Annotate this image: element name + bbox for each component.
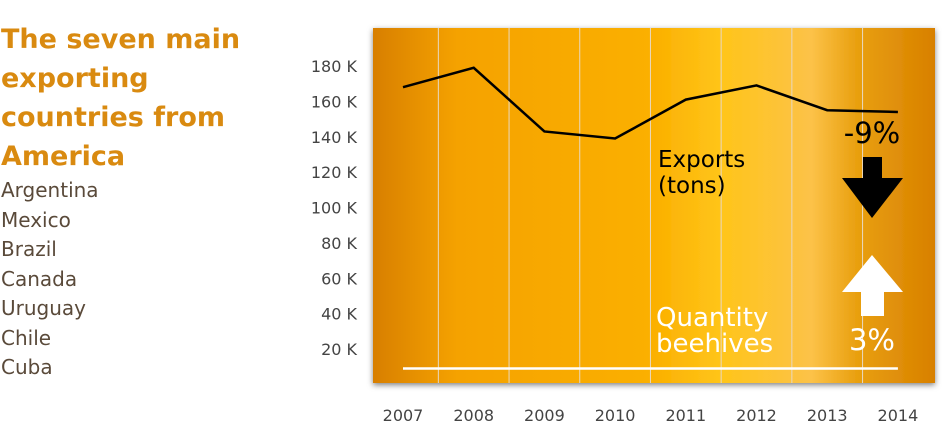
y-tick-label: 140 K	[311, 128, 358, 147]
exports-label: Exports	[658, 147, 745, 173]
exports-label: (tons)	[658, 173, 726, 199]
country-list: Argentina Mexico Brazil Canada Uruguay Chile C…	[1, 176, 99, 383]
x-tick-label: 2014	[878, 406, 919, 425]
arrow-up-icon	[842, 255, 903, 316]
x-tick-label: 2009	[524, 406, 565, 425]
country-item: Cuba	[1, 355, 53, 379]
y-tick-label: 120 K	[311, 163, 358, 182]
y-tick-label: 40 K	[321, 305, 357, 324]
y-tick-label: 80 K	[321, 234, 357, 253]
exports-change: -9%	[844, 116, 900, 150]
x-tick-label: 2010	[595, 406, 636, 425]
x-tick-label: 2011	[665, 406, 706, 425]
x-tick-label: 2012	[736, 406, 777, 425]
plot-background	[373, 28, 935, 383]
y-tick-label: 20 K	[321, 340, 357, 359]
country-item: Argentina	[1, 178, 99, 202]
x-tick-label: 2007	[383, 406, 424, 425]
country-item: Brazil	[1, 237, 57, 261]
country-item: Uruguay	[1, 296, 86, 320]
country-item: Mexico	[1, 207, 71, 232]
x-tick-label: 2008	[453, 406, 494, 425]
country-item: Chile	[1, 325, 52, 350]
x-tick-label: 2013	[807, 406, 848, 425]
beehives-change: 3%	[849, 323, 895, 357]
y-tick-label: 180 K	[311, 57, 358, 76]
series-line-0	[402, 66, 898, 140]
y-tick-label: 100 K	[311, 199, 358, 218]
chart-title: The seven main exporting countries from …	[1, 24, 241, 172]
beehives-label: Quantity	[656, 303, 768, 333]
y-tick-label: 60 K	[321, 269, 357, 288]
country-item: Canada	[1, 266, 78, 291]
beehives-label: beehives	[656, 329, 773, 359]
y-tick-label: 160 K	[311, 92, 358, 111]
arrow-down-icon	[842, 157, 903, 218]
